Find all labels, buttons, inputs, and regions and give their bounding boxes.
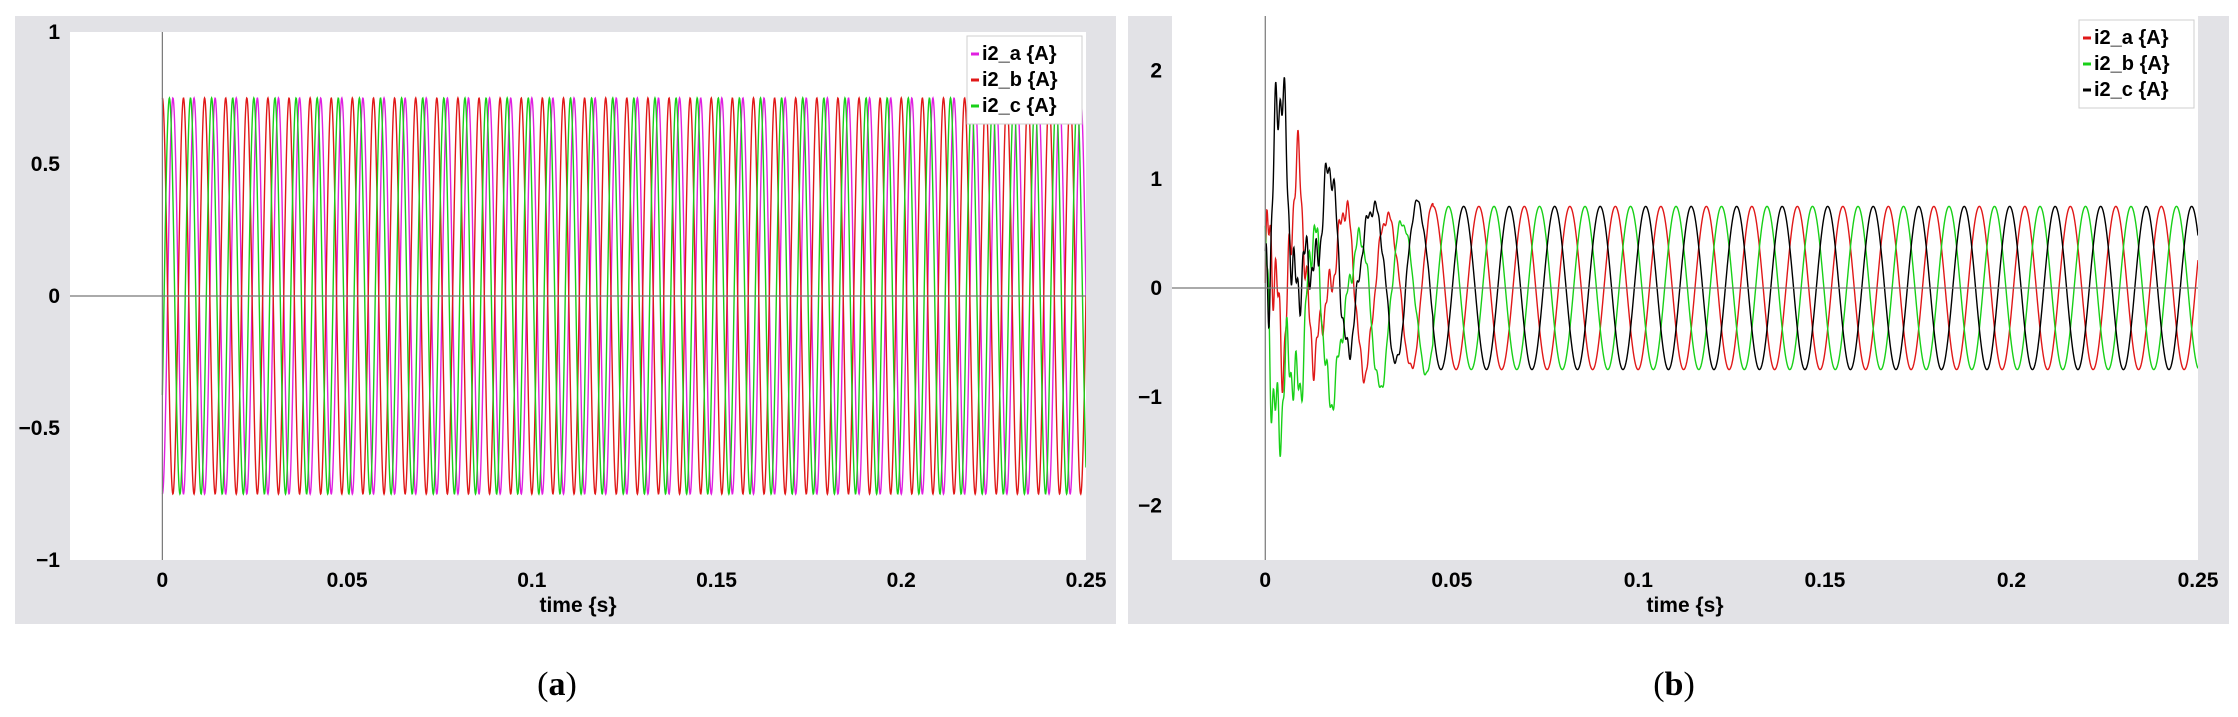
x-axis-label: time {s} <box>1646 594 1723 617</box>
legend: i2_a {A} i2_b {A} i2_c {A} <box>2078 19 2195 109</box>
y-tick-label: 1 <box>48 21 60 44</box>
series-group <box>1264 77 2198 457</box>
legend-box <box>2078 19 2195 109</box>
y-tick-label: −1 <box>36 549 60 572</box>
y-tick-label: 1 <box>1150 168 1162 191</box>
series-line-1 <box>1264 129 2198 394</box>
x-tick-label: 0.15 <box>1804 569 1845 592</box>
legend-entry: i2_b {A} <box>2094 53 2170 75</box>
series-line-2 <box>161 95 1086 497</box>
y-tick-label: −1 <box>1138 386 1162 409</box>
series-line-3 <box>161 95 1086 497</box>
legend: i2_a {A} i2_b {A} i2_c {A} <box>966 35 1083 125</box>
x-axis-label: time {s} <box>539 594 616 617</box>
y-tick-label: 2 <box>1150 59 1162 82</box>
legend-entry: i2_b {A} <box>982 69 1058 91</box>
legend-entry: i2_a {A} <box>982 43 1057 65</box>
x-tick-label: 0.05 <box>327 569 368 592</box>
y-tick-label: 0 <box>48 285 60 308</box>
x-tick-label: 0.2 <box>1997 569 2026 592</box>
y-tick-label: 0.5 <box>31 153 61 176</box>
x-tick-label: 0 <box>157 569 169 592</box>
chart-panel-a: 0 0.05 0.1 0.15 0.2 0.25 1 0.5 0 −0.5 −1 time {s} i2… <box>15 16 1116 703</box>
x-tick-label: 0.25 <box>1066 569 1107 592</box>
y-tick-label: −0.5 <box>19 417 61 440</box>
y-tick-label: 0 <box>1150 277 1162 300</box>
x-tick-label: 0.15 <box>696 569 737 592</box>
x-tick-label: 0.1 <box>517 569 547 592</box>
legend-entry: i2_c {A} <box>2094 79 2169 101</box>
figure-caption: (b) <box>1653 666 1695 703</box>
series-line-1 <box>161 95 1086 497</box>
x-tick-label: 0 <box>1259 569 1271 592</box>
chart-panel-b: 0 0.05 0.1 0.15 0.2 0.25 2 1 0 −1 −2 time {s} i2_a {… <box>1128 16 2229 703</box>
series-group <box>161 95 1086 497</box>
legend-entry: i2_a {A} <box>2094 27 2169 49</box>
series-line-3 <box>1264 77 2198 371</box>
x-tick-label: 0.05 <box>1431 569 1472 592</box>
x-tick-label: 0.1 <box>1624 569 1654 592</box>
x-tick-label: 0.25 <box>2178 569 2219 592</box>
legend-box <box>966 35 1083 125</box>
legend-entry: i2_c {A} <box>982 95 1057 117</box>
series-line-2 <box>1264 205 2198 457</box>
figure-caption: (a) <box>537 666 577 703</box>
y-tick-label: −2 <box>1138 495 1162 518</box>
x-tick-label: 0.2 <box>887 569 916 592</box>
